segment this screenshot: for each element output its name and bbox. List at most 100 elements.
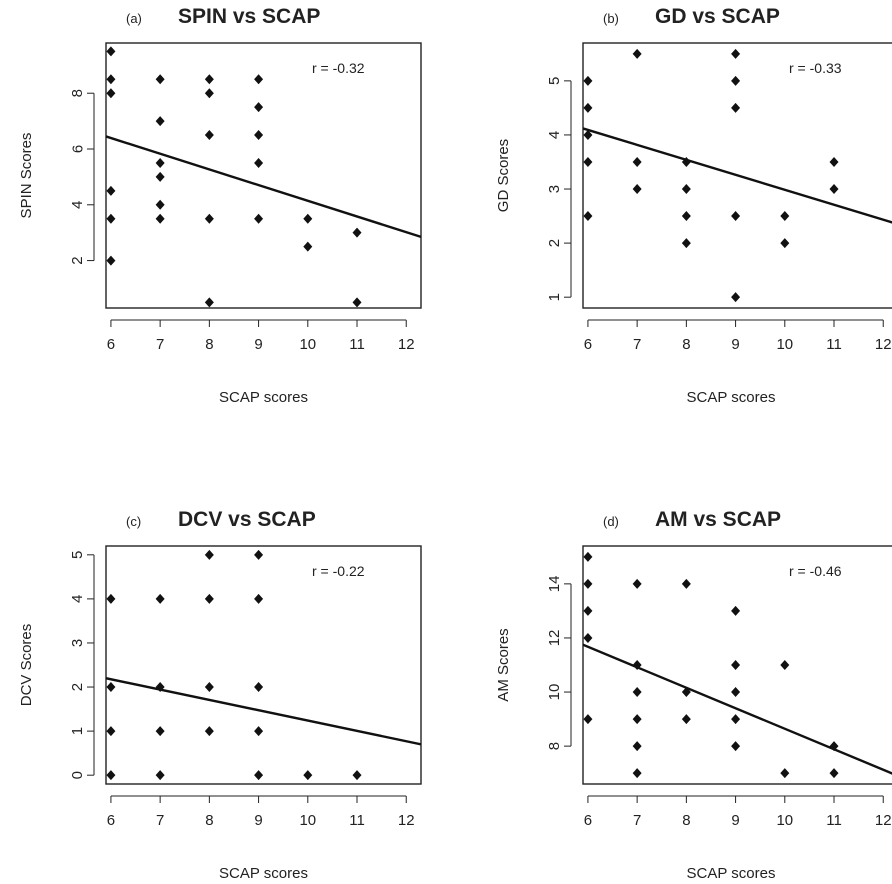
data-point [204,297,214,308]
data-point [583,578,593,589]
data-point [155,116,165,127]
x-tick-label: 12 [398,812,415,829]
data-point [731,660,741,670]
panel-label: (b) [603,11,619,26]
data-point [731,714,741,725]
x-tick-label: 10 [776,812,793,829]
x-tick-label: 8 [205,812,213,829]
data-point [681,211,691,222]
data-point [155,157,165,168]
data-point [829,156,839,167]
data-point [155,199,165,210]
x-tick-label: 10 [299,812,316,829]
y-tick-label: 10 [546,684,563,701]
x-tick-label: 8 [682,336,690,353]
data-point [829,741,839,752]
regression-line [106,677,421,746]
y-tick-label: 8 [546,742,563,750]
data-point [632,184,642,195]
panel-d: (d) AM vs SCAP 6 7 8 9 10 11 12 8 10 12 14 SCAP score… [495,508,892,882]
data-point [632,768,642,779]
x-tick-label: 6 [107,336,115,353]
data-point [352,297,362,308]
data-point [780,768,790,779]
panel-label: (c) [126,514,141,529]
data-point [632,48,642,59]
x-axis-label: SCAP scores [219,865,308,882]
x-tick-label: 12 [875,812,892,829]
data-point [303,213,313,224]
data-point [254,593,264,604]
data-point [632,156,642,167]
correlation-annotation: r = -0.33 [789,60,842,76]
y-tick-label: 1 [546,293,563,301]
data-point [583,156,593,167]
x-tick-label: 6 [107,812,115,829]
data-point [254,157,264,168]
x-axis-label: SCAP scores [219,389,308,406]
data-point [155,770,165,781]
data-point [780,238,790,249]
data-point [829,768,839,779]
data-point [106,682,116,693]
y-tick-label: 4 [69,595,86,603]
data-point [204,593,214,604]
x-tick-label: 9 [731,812,739,829]
y-axis-label: DCV Scores [18,624,35,707]
x-tick-label: 8 [205,336,213,353]
data-point [731,48,741,59]
data-point [632,660,642,670]
data-point [583,102,593,113]
x-axis-label: SCAP scores [687,865,776,882]
correlation-annotation: r = -0.32 [312,60,365,76]
data-point [106,46,116,57]
data-point [254,102,264,113]
data-point [155,74,165,85]
data-point [632,714,642,725]
data-point [155,171,165,182]
plot-frame [105,42,422,309]
panel-label: (a) [126,11,142,26]
data-point [204,130,214,141]
y-tick-label: 2 [69,256,86,264]
plot-frame [582,42,892,309]
chart-title: DCV vs SCAP [178,508,316,531]
data-point [106,185,116,196]
y-tick-label: 4 [546,131,563,139]
data-point [106,74,116,85]
data-point [254,74,264,85]
data-point [583,632,593,643]
data-point [731,292,741,303]
x-axis-label: SCAP scores [687,389,776,406]
y-axis-label: SPIN Scores [18,133,35,219]
x-tick-label: 10 [299,336,316,353]
data-point [780,660,790,670]
data-point [583,605,593,616]
data-point [106,770,116,781]
data-point [106,213,116,224]
data-point [681,238,691,249]
x-tick-label: 9 [254,336,262,353]
data-point [204,74,214,85]
y-tick-label: 5 [69,551,86,559]
x-tick-label: 9 [254,812,262,829]
y-tick-label: 5 [546,77,563,85]
data-point [204,726,214,737]
data-point [731,687,741,698]
x-tick-label: 7 [633,812,641,829]
x-tick-label: 7 [633,336,641,353]
data-point [254,130,264,141]
data-point [155,213,165,224]
data-point [303,241,313,252]
data-point [681,714,691,725]
y-tick-label: 1 [69,727,86,735]
data-point [632,687,642,698]
y-tick-label: 12 [546,630,563,647]
data-point [106,593,116,604]
data-point [632,741,642,752]
data-point [731,75,741,86]
data-point [106,255,116,266]
plot-frame [582,545,892,785]
